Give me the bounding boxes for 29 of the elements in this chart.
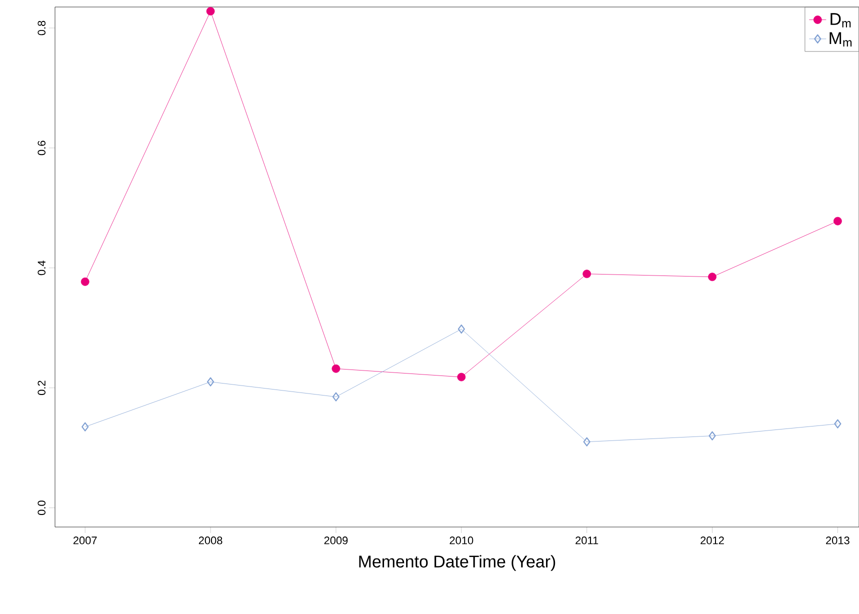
point bbox=[206, 377, 214, 386]
y-tick-label: 0.2 bbox=[38, 380, 46, 396]
y-tick-label: 0.6 bbox=[38, 140, 46, 156]
point bbox=[206, 6, 215, 16]
y-tick-label: 0.4 bbox=[38, 260, 46, 276]
x-axis-title: Memento DateTime (Year) bbox=[359, 555, 556, 571]
y-tick-label: 0.0 bbox=[38, 500, 46, 515]
point bbox=[82, 422, 89, 432]
x-tick-label: 2012 bbox=[700, 536, 724, 544]
point bbox=[833, 216, 842, 226]
point bbox=[708, 431, 716, 440]
point bbox=[834, 419, 842, 428]
legend-label: M$_{m}$ bbox=[830, 32, 852, 47]
legend-label: D$_{m}$ bbox=[830, 13, 851, 28]
point bbox=[458, 324, 465, 334]
point bbox=[457, 372, 466, 382]
point bbox=[582, 270, 592, 278]
point bbox=[332, 392, 340, 402]
point bbox=[80, 277, 90, 286]
point bbox=[332, 364, 340, 373]
y-tick-label: 0.8 bbox=[38, 20, 46, 36]
x-tick-label: 2010 bbox=[450, 536, 474, 544]
x-tick-label: 2008 bbox=[198, 536, 222, 544]
x-tick-label: 2013 bbox=[826, 536, 850, 544]
x-tick-label: 2009 bbox=[324, 536, 348, 544]
x-tick-label: 2011 bbox=[576, 536, 598, 544]
point bbox=[708, 272, 716, 282]
point bbox=[583, 437, 590, 446]
x-tick-label: 2007 bbox=[73, 536, 97, 544]
